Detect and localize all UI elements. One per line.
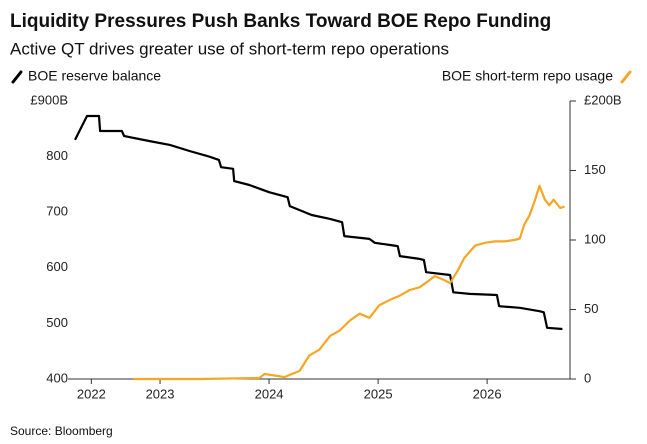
y2-tick-label: 50 xyxy=(584,301,598,316)
x-tick-label: 2022 xyxy=(77,386,106,401)
y-tick-label: £900B xyxy=(30,92,68,107)
chart-title: Liquidity Pressures Push Banks Toward BO… xyxy=(10,11,551,32)
source-note: Source: Bloomberg xyxy=(10,424,113,438)
x-tick-label: 2023 xyxy=(146,386,175,401)
y2-tick-label: 150 xyxy=(584,162,606,177)
legend-swatch xyxy=(620,70,632,84)
x-tick-label: 2025 xyxy=(364,386,393,401)
series-line xyxy=(132,184,565,381)
legend-label: BOE short-term repo usage xyxy=(442,68,613,84)
y2-tick-label: 100 xyxy=(584,231,606,246)
x-tick-label: 2026 xyxy=(473,386,502,401)
y2-tick-label: 0 xyxy=(584,370,591,385)
y-tick-label: 500 xyxy=(46,315,68,330)
y-tick-label: 400 xyxy=(46,370,68,385)
series-line xyxy=(74,114,563,331)
legend-label: BOE reserve balance xyxy=(28,68,161,84)
y-tick-label: 700 xyxy=(46,204,68,219)
y2-tick-label: £200B xyxy=(584,92,622,107)
y-tick-label: 600 xyxy=(46,259,68,274)
legend-swatch xyxy=(11,70,23,84)
x-tick-label: 2024 xyxy=(255,386,284,401)
y-tick-label: 800 xyxy=(46,148,68,163)
chart-subtitle: Active QT drives greater use of short-te… xyxy=(10,39,449,58)
